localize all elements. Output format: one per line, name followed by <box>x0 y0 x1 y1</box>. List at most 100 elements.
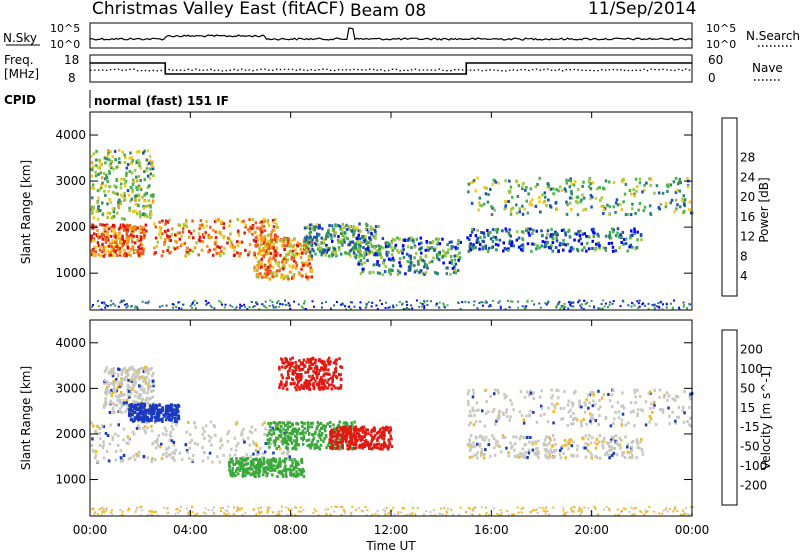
data-cell <box>112 302 115 305</box>
data-cell <box>601 307 604 310</box>
data-cell <box>135 408 138 412</box>
data-cell <box>552 237 555 241</box>
data-cell <box>255 466 258 470</box>
data-cell <box>236 251 239 255</box>
data-cell <box>231 305 234 308</box>
data-cell <box>295 470 298 474</box>
data-cell <box>674 506 677 509</box>
data-cell <box>191 458 194 462</box>
data-cell <box>536 511 539 514</box>
data-cell <box>658 395 661 399</box>
data-cell <box>358 443 362 447</box>
data-cell <box>348 240 352 244</box>
data-cell <box>170 456 174 460</box>
data-cell <box>136 407 140 411</box>
data-cell <box>255 458 258 462</box>
data-cell <box>240 433 243 437</box>
data-cell <box>314 225 318 229</box>
data-cell <box>310 425 314 429</box>
data-cell <box>359 244 362 248</box>
data-cell <box>618 443 622 447</box>
data-cell <box>270 462 273 466</box>
data-cell <box>276 269 279 273</box>
data-cell <box>674 421 678 425</box>
data-cell <box>378 434 382 438</box>
data-cell <box>538 200 541 204</box>
data-cell <box>150 460 153 464</box>
data-cell <box>127 237 130 241</box>
data-cell <box>511 513 514 516</box>
data-cell <box>187 252 191 256</box>
data-cell <box>288 421 291 425</box>
data-cell <box>215 251 218 255</box>
data-cell <box>274 427 277 431</box>
data-cell <box>478 243 482 247</box>
data-cell <box>240 305 243 307</box>
data-cell <box>518 410 522 414</box>
data-cell <box>131 245 135 249</box>
data-cell <box>596 187 599 191</box>
data-cell <box>579 229 582 233</box>
data-cell <box>284 238 287 241</box>
data-cell <box>310 443 314 447</box>
data-cell <box>598 456 602 460</box>
data-cell <box>295 364 298 368</box>
data-cell <box>280 239 283 242</box>
data-cell <box>284 359 288 363</box>
data-cell <box>336 425 340 429</box>
data-cell <box>318 246 321 250</box>
data-cell <box>353 443 356 447</box>
data-cell <box>153 421 157 425</box>
data-cell <box>498 238 502 242</box>
data-cell <box>129 391 133 395</box>
data-cell <box>545 443 548 447</box>
data-cell <box>315 374 319 378</box>
data-cell <box>317 445 320 449</box>
data-cell <box>202 511 205 514</box>
data-cell <box>324 429 327 433</box>
data-cell <box>218 460 221 464</box>
data-cell <box>529 436 532 439</box>
data-cell <box>642 209 645 213</box>
data-cell <box>132 407 136 411</box>
data-cell <box>235 420 239 424</box>
data-cell <box>178 231 181 235</box>
data-cell <box>151 395 154 399</box>
data-cell <box>233 245 236 249</box>
data-cell <box>103 301 105 304</box>
data-cell <box>371 446 375 450</box>
data-cell <box>172 443 176 447</box>
data-cell <box>688 200 692 204</box>
data-cell <box>591 404 595 408</box>
data-cell <box>364 306 367 309</box>
data-cell <box>633 227 636 231</box>
data-cell <box>306 277 309 281</box>
data-cell <box>550 402 554 406</box>
data-cell <box>143 149 146 153</box>
data-cell <box>123 153 126 157</box>
data-cell <box>102 443 105 447</box>
data-cell <box>98 248 102 252</box>
nave-tick-bottom: 0 <box>708 71 716 85</box>
data-cell <box>612 181 616 184</box>
data-cell <box>567 179 571 182</box>
data-cell <box>91 449 95 452</box>
data-cell <box>503 246 507 250</box>
data-cell <box>617 416 621 420</box>
data-cell <box>616 203 620 207</box>
velocity-data-cells <box>90 356 694 517</box>
data-cell <box>120 245 123 249</box>
data-cell <box>206 456 210 460</box>
data-cell <box>210 443 213 447</box>
data-cell <box>481 301 484 304</box>
data-cell <box>289 425 292 429</box>
data-cell <box>441 255 444 259</box>
data-cell <box>315 235 318 239</box>
data-cell <box>607 235 611 238</box>
data-cell <box>443 305 446 308</box>
data-cell <box>358 255 361 259</box>
data-cell <box>359 250 362 254</box>
data-cell <box>137 414 140 418</box>
data-cell <box>453 258 457 262</box>
data-cell <box>467 507 470 510</box>
